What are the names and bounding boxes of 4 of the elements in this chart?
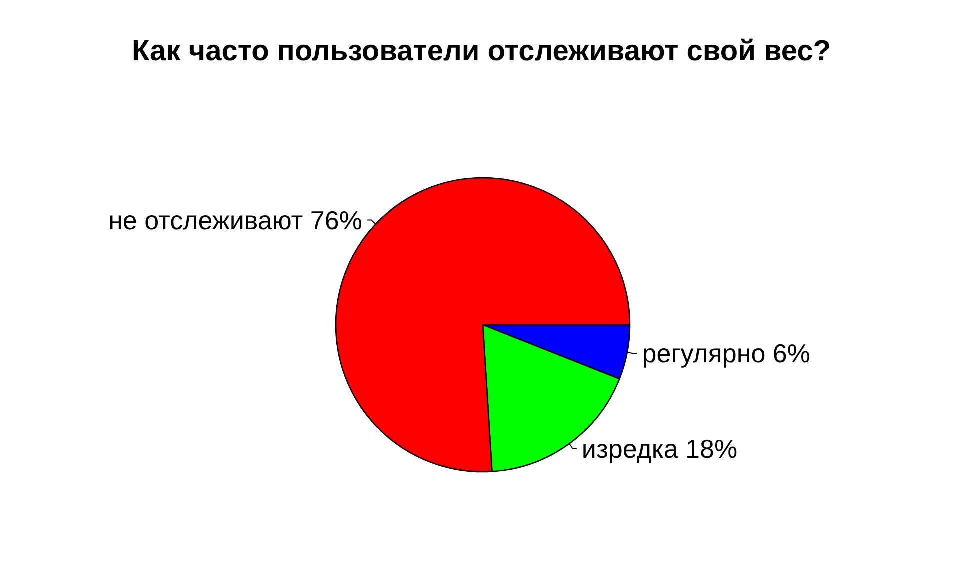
slice-label: регулярно 6% (642, 338, 810, 369)
slice-label: не отслеживают 76% (108, 205, 362, 236)
chart-title: Как часто пользователи отслеживают свой вес? (132, 36, 832, 68)
slice-label: изредка 18% (582, 434, 738, 464)
